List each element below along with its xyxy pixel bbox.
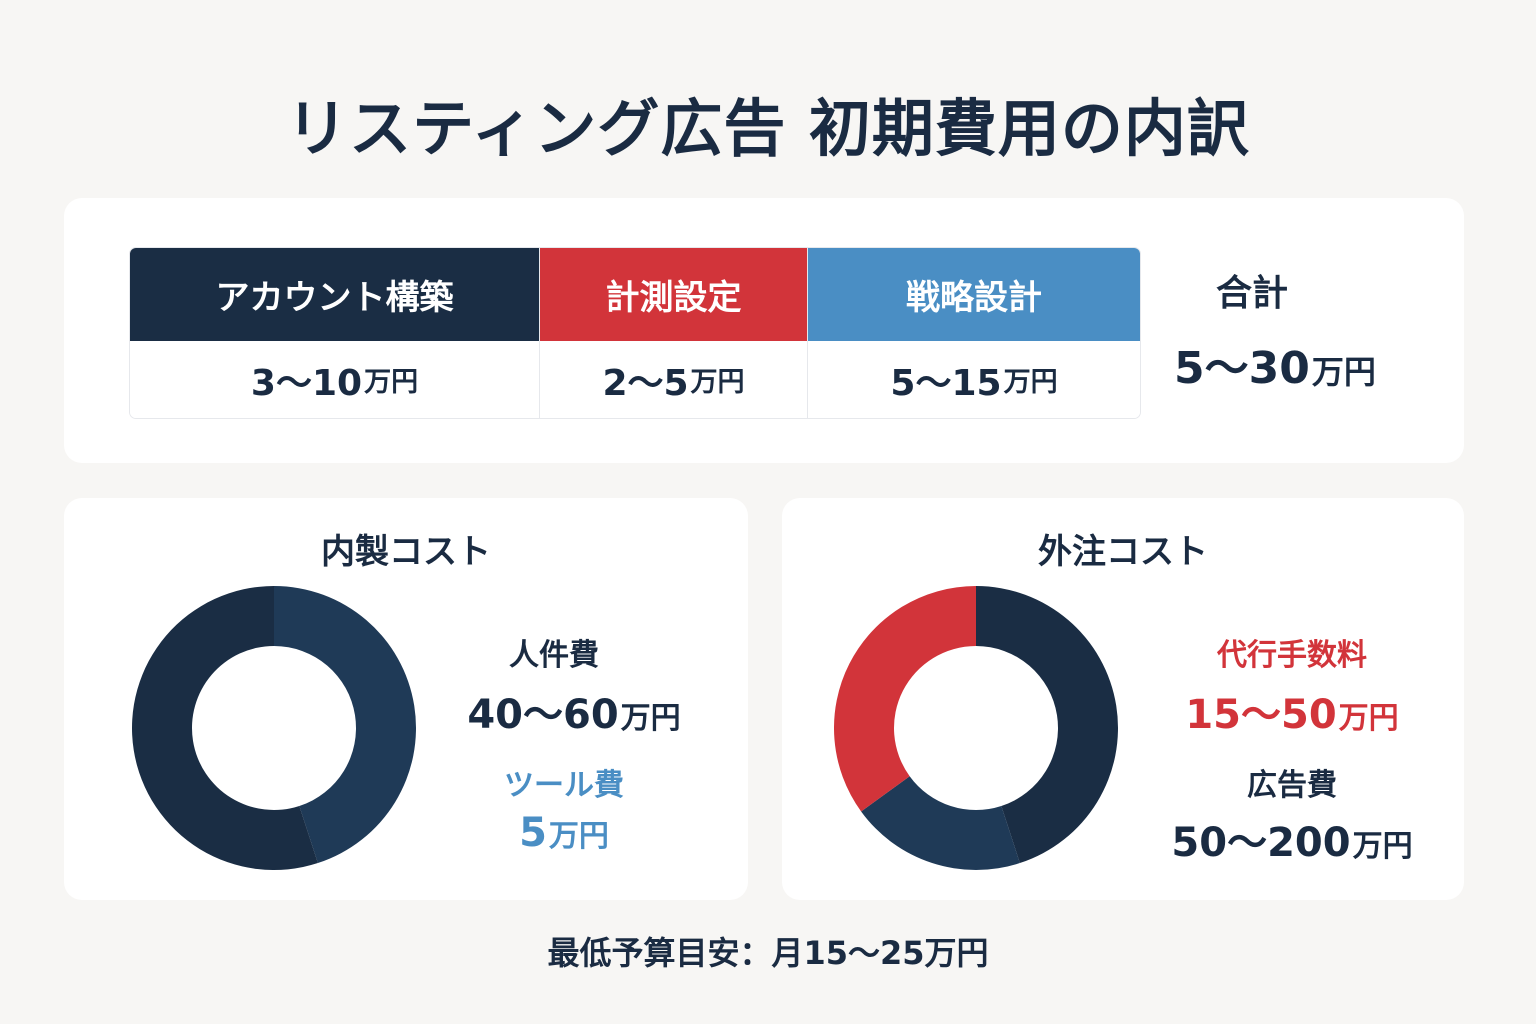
minimum-budget-note: 最低予算目安：月15〜25万円 bbox=[547, 934, 989, 972]
inhouse-legend-label-labor: 人件費 bbox=[509, 638, 599, 673]
cost-value-account: 3〜10 万円 bbox=[130, 341, 539, 418]
outsource-ads-unit: 万円 bbox=[1352, 829, 1413, 864]
inhouse-tools-amount: 5 bbox=[519, 810, 547, 856]
total-value: 5〜30万円 bbox=[1174, 332, 1376, 396]
inhouse-legend-value-tools: 5万円 bbox=[464, 810, 664, 856]
cost-column-measurement: 計測設定 2〜5 万円 bbox=[540, 248, 808, 418]
inhouse-legend-label-tools: ツール費 bbox=[504, 768, 624, 803]
total-value-unit: 万円 bbox=[1311, 353, 1376, 391]
inhouse-donut-chart bbox=[132, 586, 416, 870]
outsource-legend-value-ads: 50〜200万円 bbox=[1132, 810, 1452, 868]
outsource-cost-card: 外注コスト 代行手数料 15〜50万円 広告費 50〜200万円 bbox=[782, 498, 1464, 900]
cost-value-strategy-unit: 万円 bbox=[1003, 367, 1058, 398]
cost-value-account-amount: 3〜10 bbox=[250, 362, 363, 404]
outsource-title: 外注コスト bbox=[1038, 532, 1208, 572]
cost-value-measurement-unit: 万円 bbox=[690, 367, 745, 398]
inhouse-cost-card: 内製コスト 人件費 40〜60万円 ツール費 5万円 bbox=[64, 498, 748, 900]
donut-1-slice-2 bbox=[834, 586, 976, 812]
inhouse-labor-unit: 万円 bbox=[620, 701, 681, 736]
outsource-agency-unit: 万円 bbox=[1338, 701, 1399, 736]
outsource-agency-amount: 15〜50 bbox=[1185, 692, 1337, 738]
inhouse-tools-unit: 万円 bbox=[548, 819, 609, 854]
outsource-donut-chart bbox=[834, 586, 1118, 870]
total-value-amount: 5〜30 bbox=[1174, 343, 1310, 394]
cost-column-account: アカウント構築 3〜10 万円 bbox=[130, 248, 540, 418]
outsource-legend-label-agency: 代行手数料 bbox=[1217, 638, 1367, 673]
outsource-ads-amount: 50〜200 bbox=[1171, 820, 1351, 866]
cost-value-strategy: 5〜15 万円 bbox=[808, 341, 1140, 418]
inhouse-labor-amount: 40〜60 bbox=[467, 692, 619, 738]
donut-1-slice-0 bbox=[976, 586, 1118, 864]
cost-header-strategy: 戦略設計 bbox=[808, 248, 1140, 341]
cost-column-strategy: 戦略設計 5〜15 万円 bbox=[808, 248, 1140, 418]
outsource-legend-value-agency: 15〜50万円 bbox=[1142, 682, 1442, 740]
initial-cost-table: アカウント構築 3〜10 万円 計測設定 2〜5 万円 戦略設計 5〜15 万円 bbox=[130, 248, 1140, 418]
cost-value-strategy-amount: 5〜15 bbox=[890, 362, 1002, 404]
inhouse-title: 内製コスト bbox=[321, 532, 491, 572]
cost-value-measurement: 2〜5 万円 bbox=[540, 341, 807, 418]
initial-cost-card: アカウント構築 3〜10 万円 計測設定 2〜5 万円 戦略設計 5〜15 万円 合計… bbox=[64, 198, 1464, 463]
donut-0-slice-0 bbox=[274, 586, 416, 864]
donut-0-slice-1 bbox=[132, 586, 318, 870]
outsource-legend-label-ads: 広告費 bbox=[1247, 768, 1337, 803]
inhouse-legend-value-labor: 40〜60万円 bbox=[424, 682, 724, 740]
page-title: リスティング広告 初期費用の内訳 bbox=[286, 92, 1250, 165]
cost-value-measurement-amount: 2〜5 bbox=[602, 362, 689, 404]
cost-header-measurement: 計測設定 bbox=[540, 248, 807, 341]
total-label: 合計 bbox=[1216, 273, 1289, 314]
cost-header-account: アカウント構築 bbox=[130, 248, 539, 341]
cost-value-account-unit: 万円 bbox=[364, 367, 419, 398]
donut-1-slice-1 bbox=[861, 776, 1020, 870]
